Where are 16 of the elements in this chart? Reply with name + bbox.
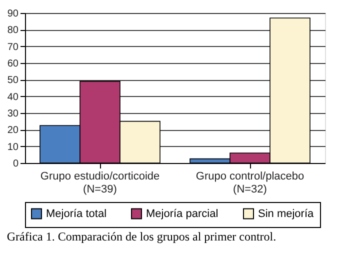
y-tick-label: 60: [7, 58, 19, 70]
y-tick-label: 20: [7, 125, 19, 136]
y-tick-label: 70: [7, 42, 19, 53]
legend-label: Sin mejoría: [258, 208, 315, 220]
y-tick-label: 0: [12, 158, 19, 170]
legend-label: Mejoría parcial: [146, 208, 218, 220]
y-tick-label: 40: [7, 92, 19, 103]
text: Gráfica 1. Comparación de los grupos al primer control.: [6, 230, 276, 244]
y-tick-label: 10: [7, 142, 19, 153]
y-tick-label: 80: [7, 25, 19, 36]
x-tick-label: Grupo control/placebo (N=32): [196, 170, 304, 196]
y-tick-label: 90: [7, 8, 19, 20]
legend-label: Mejoría total: [46, 208, 107, 220]
y-tick-label: 50: [7, 75, 19, 86]
y-tick-label: 30: [7, 108, 19, 120]
x-tick-label: Grupo estudio/corticoide (N=39): [40, 170, 160, 196]
